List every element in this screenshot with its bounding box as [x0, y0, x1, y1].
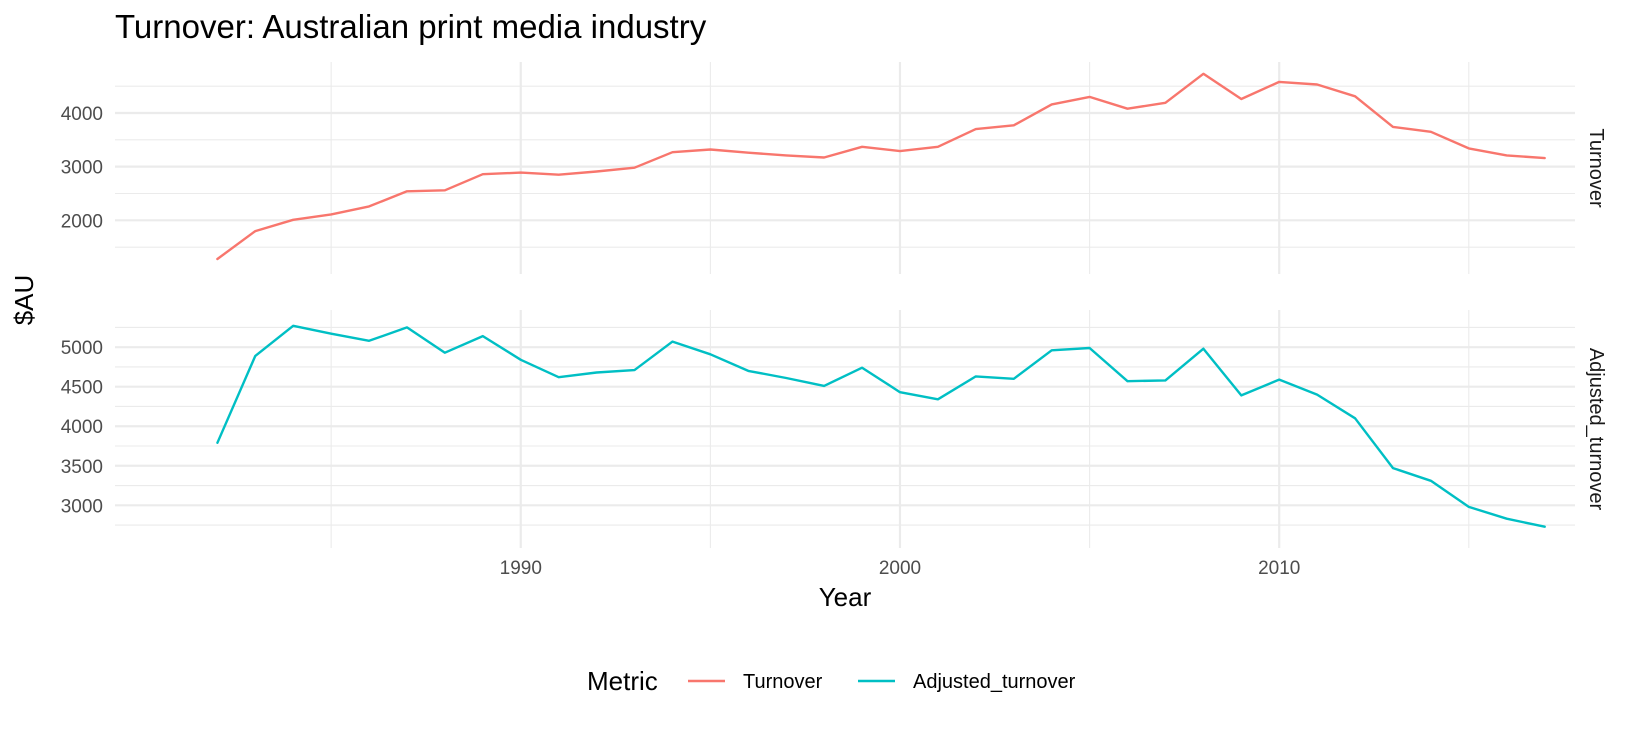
legend-title: Metric [587, 666, 658, 696]
legend-label-turnover: Turnover [743, 671, 823, 693]
y-axis-title: $AU [9, 275, 39, 326]
x-tick-label: 1990 [500, 558, 542, 579]
chart-title: Turnover: Australian print media industr… [115, 8, 707, 45]
legend-label-adjusted-turnover: Adjusted_turnover [913, 671, 1076, 693]
legend: Metric Turnover Adjusted_turnover [587, 666, 1076, 696]
y-tick-label: 3500 [61, 457, 103, 478]
x-tick-label: 2010 [1258, 558, 1300, 579]
y-tick-label: 3000 [61, 158, 103, 179]
series-line-adjusted-turnover [216, 324, 1546, 528]
facet-strip-label: Turnover [1585, 128, 1607, 208]
y-tick-label: 4500 [61, 378, 103, 399]
panels: 2000 3000 4000 Turnover 3000 3500 4000 4500 5000… [61, 62, 1607, 579]
x-tick-label: 2000 [879, 558, 921, 579]
y-tick-label: 4000 [61, 104, 103, 125]
y-tick-label: 2000 [61, 211, 103, 232]
facet-strip-label: Adjusted_turnover [1585, 348, 1607, 511]
y-tick-label: 4000 [61, 417, 103, 438]
y-tick-label: 3000 [61, 496, 103, 517]
y-tick-label: 5000 [61, 338, 103, 359]
series-line-turnover [216, 72, 1546, 261]
x-axis-title: Year [819, 582, 872, 612]
